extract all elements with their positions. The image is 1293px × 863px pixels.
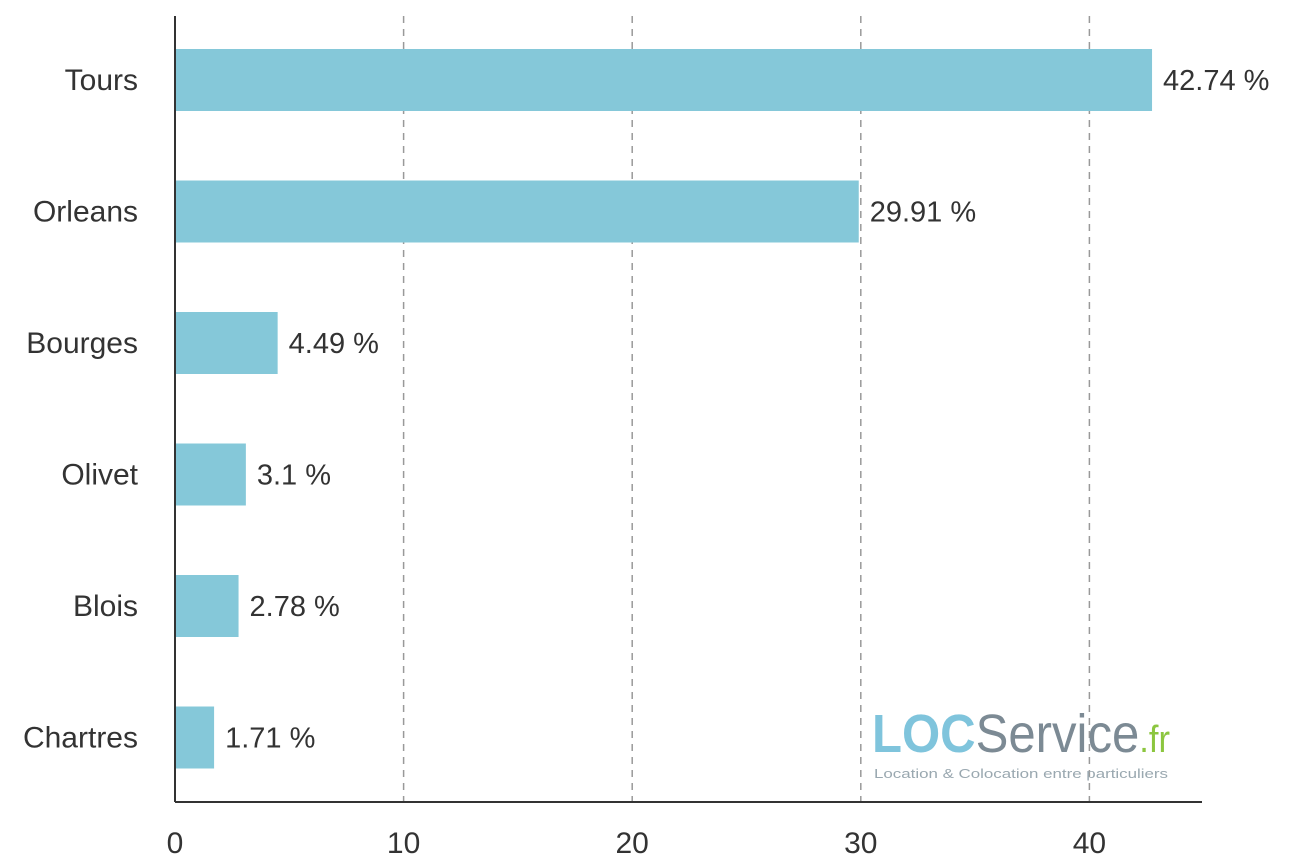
bar-orleans	[175, 180, 859, 243]
category-labels: Tours Orleans Bourges Olivet Blois Chartres	[23, 64, 139, 755]
svg-text:LOCService.fr: LOCService.fr	[872, 704, 1170, 764]
x-tick-label: 40	[1073, 827, 1106, 860]
category-label-olivet: Olivet	[61, 459, 138, 492]
value-label-orleans: 29.91 %	[870, 197, 976, 229]
bar-bourges	[175, 312, 278, 374]
bar-tours	[175, 49, 1153, 111]
logo-tagline: Location & Colocation entre particuliers	[874, 766, 1169, 781]
category-label-bourges: Bourges	[26, 327, 138, 360]
value-label-blois: 2.78 %	[250, 591, 340, 623]
category-label-chartres: Chartres	[23, 722, 138, 755]
category-label-tours: Tours	[65, 64, 138, 97]
x-tick-label: 10	[387, 827, 420, 860]
value-label-olivet: 3.1 %	[257, 460, 331, 492]
bars	[175, 49, 1153, 769]
logo-loc-text: LOC	[872, 704, 976, 764]
value-label-tours: 42.74 %	[1163, 65, 1269, 97]
x-tick-label: 20	[616, 827, 649, 860]
x-tick-label: 0	[167, 827, 184, 860]
x-tick-label: 30	[844, 827, 877, 860]
logo-service-text: Service	[976, 704, 1140, 764]
category-label-blois: Blois	[73, 590, 138, 623]
bar-olivet	[175, 443, 246, 506]
value-label-chartres: 1.71 %	[225, 723, 315, 755]
logo-tld-text: .fr	[1139, 719, 1170, 761]
category-label-orleans: Orleans	[33, 196, 138, 229]
value-labels: 42.74 % 29.91 % 4.49 % 3.1 % 2.78 % 1.71 %	[225, 65, 1269, 755]
locservice-logo: LOCService.fr Location & Colocation entr…	[872, 704, 1170, 781]
x-tick-labels: 0 10 20 30 40	[167, 827, 1106, 860]
bar-chartres	[175, 706, 215, 769]
value-label-bourges: 4.49 %	[289, 328, 379, 360]
grid-lines	[402, 16, 1091, 802]
bar-blois	[175, 575, 239, 637]
